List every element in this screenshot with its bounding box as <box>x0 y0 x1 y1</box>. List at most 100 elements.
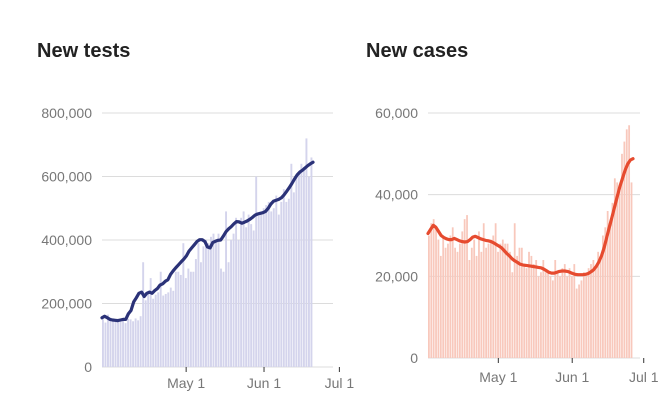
tests-average-line <box>100 160 315 323</box>
cases-y-tick-label: 40,000 <box>375 187 418 203</box>
cases-chart-title: New cases <box>366 40 469 62</box>
cases-bar <box>625 129 628 358</box>
tests-bar <box>270 211 273 367</box>
cases-bar <box>499 243 502 358</box>
tests-bar <box>114 319 117 367</box>
tests-bar <box>220 268 222 367</box>
cases-bar <box>509 251 511 358</box>
tests-bar <box>144 300 147 367</box>
tests-bar <box>250 224 253 367</box>
cases-x-tick-label: May 1 <box>479 369 517 385</box>
tests-bar <box>282 189 285 367</box>
cases-bar <box>454 247 457 358</box>
cases-bar <box>559 276 561 358</box>
cases-bar <box>530 255 533 358</box>
tests-bar <box>187 268 190 367</box>
tests-bar <box>184 278 187 367</box>
cases-bar <box>628 125 631 358</box>
cases-bar <box>594 268 597 358</box>
cases-bar <box>501 239 504 358</box>
cases-bar <box>528 251 530 358</box>
tests-bar <box>104 322 107 367</box>
tests-bar <box>245 227 248 367</box>
tests-bar <box>267 201 270 367</box>
tests-bar <box>242 211 245 367</box>
cases-bar <box>473 239 476 358</box>
tests-bar <box>290 163 293 367</box>
tests-bar <box>260 214 263 367</box>
tests-bar <box>112 320 114 367</box>
tests-bar <box>204 240 207 367</box>
cases-bar <box>451 227 454 358</box>
cases-y-tick-label: 60,000 <box>375 105 418 121</box>
cases-bar <box>432 219 435 358</box>
tests-bar <box>240 217 243 367</box>
tests-bar <box>272 208 275 367</box>
cases-bar <box>575 288 578 358</box>
tests-bar <box>227 262 230 367</box>
cases-bar <box>611 202 614 358</box>
cases-bar <box>599 255 602 358</box>
tests-bar <box>210 236 212 367</box>
cases-bar <box>544 272 547 358</box>
tests-bar <box>277 214 280 367</box>
tests-x-tick-label: May 1 <box>167 375 205 391</box>
tests-chart: 0 200,000 400,000 600,000 800,000 May 1 Jun 1 J… <box>41 105 354 391</box>
cases-bar <box>551 280 554 358</box>
cases-bar <box>480 251 483 358</box>
cases-x-tick-label: Jun 1 <box>555 369 589 385</box>
tests-bar <box>300 163 303 367</box>
cases-bar <box>492 235 495 358</box>
tests-y-tick-label: 200,000 <box>41 296 92 312</box>
cases-bar <box>456 251 459 358</box>
tests-bar <box>255 176 258 367</box>
cases-bar <box>540 272 542 358</box>
tests-bar <box>305 138 308 367</box>
tests-y-tick-label: 400,000 <box>41 232 92 248</box>
tests-x-tick-label: Jun 1 <box>247 375 281 391</box>
cases-bar <box>535 260 538 358</box>
tests-bar <box>127 318 130 367</box>
tests-y-tick-label: 600,000 <box>41 169 92 185</box>
cases-bar <box>563 264 566 358</box>
cases-bar <box>554 260 557 358</box>
tests-bar <box>285 201 288 367</box>
cases-bar <box>511 272 514 358</box>
tests-bar <box>164 293 167 367</box>
cases-bar <box>520 247 523 358</box>
tests-bar <box>235 217 238 367</box>
tests-bar <box>179 274 182 367</box>
cases-bar <box>578 284 580 358</box>
tests-bar <box>102 319 104 367</box>
tests-bar <box>292 192 295 367</box>
cases-bar <box>571 276 573 358</box>
cases-bar <box>582 272 585 358</box>
cases-bar <box>542 260 545 358</box>
cases-bar <box>447 243 449 358</box>
tests-bar <box>174 271 177 367</box>
tests-bar <box>124 323 127 367</box>
tests-bar <box>202 246 205 367</box>
cases-bar <box>568 268 571 358</box>
tests-bar <box>119 318 122 367</box>
cases-bar <box>506 243 509 358</box>
cases-bar <box>475 255 478 358</box>
cases-bar <box>504 243 507 358</box>
cases-bar <box>585 276 588 358</box>
tests-bar <box>287 198 290 367</box>
tests-bar <box>159 271 162 367</box>
cases-bar <box>597 251 600 358</box>
cases-bar <box>556 272 559 358</box>
tests-bar <box>212 233 215 367</box>
tests-bar <box>225 211 227 367</box>
tests-x-tick-label: Jul 1 <box>325 375 355 391</box>
cases-bar <box>616 182 619 358</box>
cases-bar <box>592 260 595 358</box>
cases-bar <box>487 243 490 358</box>
tests-bar <box>237 240 240 367</box>
tests-bar <box>232 233 235 367</box>
tests-bar <box>265 205 268 367</box>
tests-chart-title: New tests <box>37 40 131 62</box>
tests-bar <box>192 271 195 367</box>
